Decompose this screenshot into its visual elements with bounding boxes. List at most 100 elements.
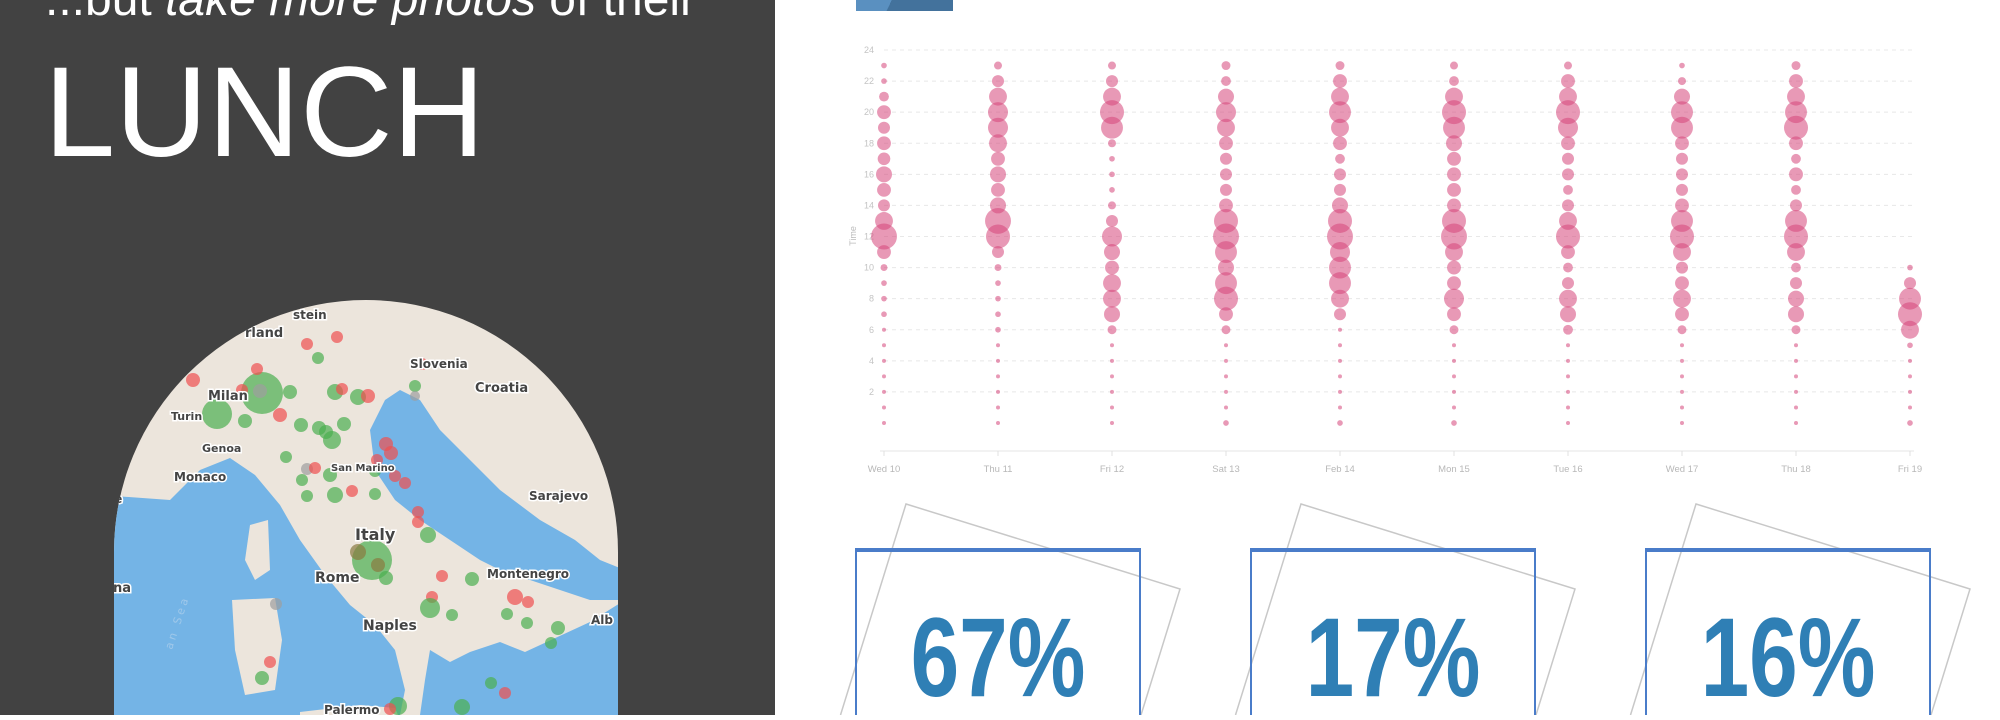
bubble-wed-17-h14 [1675, 198, 1689, 213]
bubble-feb-14-h13 [1328, 208, 1352, 233]
bubble-thu-11-h20 [988, 102, 1008, 123]
bubble-mon-15-h21 [1445, 87, 1463, 106]
map-marker[interactable] [501, 608, 513, 620]
map-label: Palermo [324, 703, 380, 715]
bubble-thu-11-h11 [992, 246, 1004, 259]
map-marker[interactable] [379, 571, 393, 585]
bubble-wed-10-h9 [881, 280, 887, 286]
map-marker[interactable] [454, 699, 470, 715]
map-sardinia [232, 598, 282, 695]
italy-photo-map[interactable]: stein rland Slovenia Croatia Milan Turin Genoa… [0, 0, 775, 715]
map-marker[interactable] [522, 596, 534, 608]
map-marker[interactable] [253, 384, 267, 398]
map-marker[interactable] [420, 527, 436, 543]
map-marker[interactable] [446, 609, 458, 621]
map-marker[interactable] [301, 490, 313, 502]
bubble-wed-10-h0 [882, 421, 886, 425]
map-marker[interactable] [294, 418, 308, 432]
map-marker[interactable] [361, 389, 375, 403]
map-marker[interactable] [389, 470, 401, 482]
map-marker[interactable] [270, 598, 282, 610]
map-marker[interactable] [507, 589, 523, 605]
bubble-sat-13-h18 [1219, 136, 1233, 151]
map-marker[interactable] [312, 421, 326, 435]
bubble-mon-15-h14 [1447, 198, 1461, 213]
bubble-sat-13-h23 [1221, 61, 1231, 71]
map-marker[interactable] [337, 417, 351, 431]
bubble-fri-12-h10 [1105, 260, 1119, 275]
map-marker[interactable] [409, 380, 421, 392]
bubble-wed-17-h0 [1680, 421, 1684, 425]
map-marker[interactable] [384, 446, 398, 460]
map-marker[interactable] [384, 703, 396, 715]
bubble-wed-17-h16 [1676, 168, 1688, 181]
bubble-thu-11-h19 [988, 117, 1008, 138]
map-marker[interactable] [369, 488, 381, 500]
bubble-wed-10-h20 [877, 105, 891, 120]
map-marker[interactable] [485, 677, 497, 689]
bubble-feb-14-h18 [1333, 136, 1347, 151]
map-marker[interactable] [521, 617, 533, 629]
map-marker[interactable] [420, 598, 440, 618]
bubble-feb-14-h5 [1338, 343, 1342, 348]
map-marker[interactable] [545, 637, 557, 649]
bubble-fri-19-h4 [1908, 358, 1912, 363]
bubble-sat-13-h20 [1216, 102, 1236, 123]
map-marker[interactable] [273, 408, 287, 422]
map-marker[interactable] [309, 462, 321, 474]
bubble-thu-18-h21 [1787, 87, 1805, 106]
bubble-wed-10-h12 [871, 223, 897, 250]
bubble-feb-14-h4 [1338, 358, 1342, 363]
map-marker[interactable] [412, 506, 424, 518]
map-marker[interactable] [371, 558, 385, 572]
map-marker[interactable] [238, 414, 252, 428]
map-marker[interactable] [499, 687, 511, 699]
map-sicily [300, 705, 398, 715]
bubble-fri-12-h9 [1103, 274, 1121, 293]
map-marker[interactable] [202, 399, 232, 429]
map-marker[interactable] [301, 338, 313, 350]
bubble-wed-17-h10 [1676, 261, 1688, 274]
map-marker[interactable] [412, 516, 424, 528]
map-marker[interactable] [410, 391, 420, 401]
map-marker[interactable] [327, 487, 343, 503]
map-marker[interactable] [323, 468, 337, 482]
map-marker[interactable] [323, 431, 341, 449]
map-marker[interactable] [436, 570, 448, 582]
bubble-thu-11-h6 [995, 326, 1001, 333]
map-marker[interactable] [264, 656, 276, 668]
map-marker[interactable] [416, 358, 428, 370]
map-marker[interactable] [551, 621, 565, 635]
stat-value: 16% [1700, 595, 1876, 720]
map-marker[interactable] [236, 384, 248, 396]
map-marker[interactable] [346, 485, 358, 497]
map-marker[interactable] [369, 465, 381, 477]
bubble-mon-15-h22 [1449, 76, 1459, 86]
map-marker[interactable] [371, 454, 383, 466]
bubble-fri-12-h16 [1109, 171, 1115, 178]
map-marker[interactable] [280, 451, 292, 463]
bubble-thu-11-h2 [996, 389, 1000, 394]
bubble-mon-15-h15 [1447, 182, 1461, 197]
x-tick-label: Mon 15 [1438, 464, 1470, 475]
bubble-sat-13-h2 [1224, 389, 1228, 394]
bubble-mon-15-h5 [1452, 343, 1456, 348]
map-marker[interactable] [336, 383, 348, 395]
map-marker[interactable] [251, 363, 263, 375]
bubble-tue-16-h21 [1559, 87, 1577, 106]
map-marker[interactable] [186, 373, 200, 387]
stat-outline-2 [1234, 503, 1576, 715]
bubble-feb-14-h20 [1329, 101, 1351, 124]
map-marker[interactable] [283, 385, 297, 399]
map-marker[interactable] [331, 331, 343, 343]
y-tick-label: 6 [869, 325, 874, 335]
map-marker[interactable] [296, 474, 308, 486]
map-marker[interactable] [312, 352, 324, 364]
bubble-fri-12-h15 [1109, 187, 1115, 193]
bubble-sat-13-h13 [1214, 208, 1238, 233]
map-marker[interactable] [350, 544, 366, 560]
map-marker[interactable] [255, 671, 269, 685]
bubble-wed-10-h5 [882, 343, 886, 348]
map-marker[interactable] [399, 477, 411, 489]
map-marker[interactable] [465, 572, 479, 586]
